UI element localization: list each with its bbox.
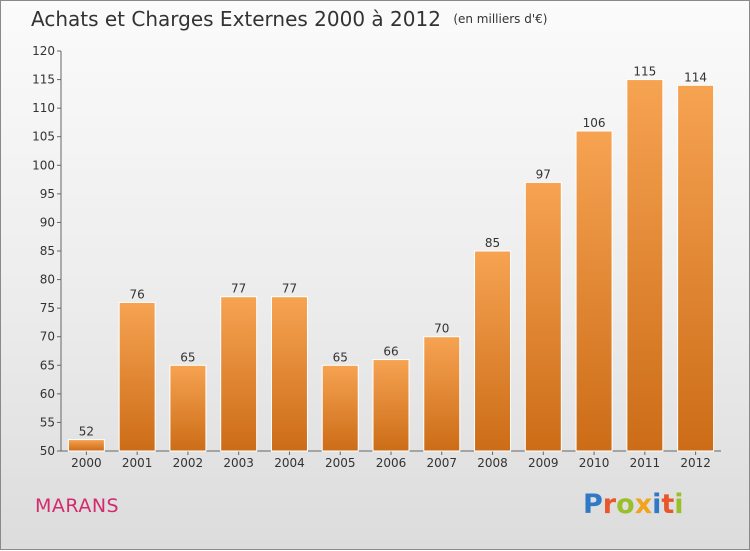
x-tick-label: 2011 bbox=[630, 456, 661, 470]
bar-2011 bbox=[626, 79, 664, 452]
bar-2010 bbox=[575, 130, 613, 452]
x-tick-label: 2009 bbox=[528, 456, 559, 470]
bar-2003 bbox=[220, 296, 258, 452]
x-tick-label: 2000 bbox=[71, 456, 102, 470]
y-tick-label: 50 bbox=[40, 444, 55, 458]
data-label: 77 bbox=[231, 282, 246, 296]
x-tick-label: 2004 bbox=[274, 456, 305, 470]
data-label: 70 bbox=[434, 322, 449, 336]
y-tick-label: 80 bbox=[40, 273, 55, 287]
bar-2009 bbox=[524, 181, 562, 452]
data-label: 76 bbox=[130, 287, 145, 301]
y-tick-label: 55 bbox=[40, 415, 55, 429]
bar-2006 bbox=[372, 359, 410, 452]
y-tick-label: 120 bbox=[32, 44, 55, 58]
bar-2000 bbox=[67, 439, 105, 452]
x-tick-label: 2006 bbox=[376, 456, 407, 470]
logo-letter: t bbox=[661, 489, 675, 520]
data-label: 97 bbox=[536, 167, 551, 181]
data-label: 115 bbox=[633, 65, 656, 79]
logo-letter: i bbox=[652, 489, 662, 520]
x-tick-label: 2007 bbox=[426, 456, 457, 470]
bar-2007 bbox=[423, 336, 461, 452]
data-label: 52 bbox=[79, 425, 94, 439]
y-tick-label: 95 bbox=[40, 187, 55, 201]
logo-letter: P bbox=[583, 489, 603, 520]
x-tick-label: 2005 bbox=[325, 456, 356, 470]
y-tick-label: 75 bbox=[40, 301, 55, 315]
bar-2005 bbox=[321, 364, 359, 452]
data-label: 85 bbox=[485, 236, 500, 250]
bar-2002 bbox=[169, 364, 207, 452]
y-tick-label: 100 bbox=[32, 158, 55, 172]
data-label: 65 bbox=[333, 350, 348, 364]
y-tick-label: 110 bbox=[32, 101, 55, 115]
proxiti-logo: Proxiti bbox=[583, 489, 684, 520]
x-tick-label: 2001 bbox=[122, 456, 153, 470]
bar-2004 bbox=[270, 296, 308, 452]
chart-title-text: Achats et Charges Externes 2000 à 2012 bbox=[31, 7, 441, 31]
y-tick-label: 115 bbox=[32, 73, 55, 87]
data-labels-group: 52 76 65 77 77 65 66 70 85 97 106 115 114 bbox=[79, 65, 707, 439]
y-tick-label: 90 bbox=[40, 215, 55, 229]
logo-letter: r bbox=[602, 489, 617, 520]
y-axis: 50 55 60 65 70 75 80 85 90 95 100 105 110 115 120 bbox=[32, 44, 62, 458]
y-tick-label: 105 bbox=[32, 130, 55, 144]
x-axis: 2000 2001 2002 2003 2004 2005 2006 2007 2008 2009… bbox=[61, 450, 721, 470]
bars-group bbox=[67, 79, 715, 452]
y-tick-label: 65 bbox=[40, 358, 55, 372]
x-tick-label: 2002 bbox=[173, 456, 204, 470]
y-tick-label: 70 bbox=[40, 330, 55, 344]
logo-letter: x bbox=[634, 489, 653, 520]
y-tick-label: 85 bbox=[40, 244, 55, 258]
bar-2008 bbox=[474, 250, 512, 452]
x-tick-label: 2010 bbox=[579, 456, 610, 470]
data-label: 106 bbox=[583, 116, 606, 130]
data-label: 77 bbox=[282, 282, 297, 296]
x-tick-label: 2003 bbox=[223, 456, 254, 470]
y-tick-label: 60 bbox=[40, 387, 55, 401]
chart-title: Achats et Charges Externes 2000 à 2012 (… bbox=[31, 7, 547, 31]
bar-2001 bbox=[118, 301, 156, 452]
data-label: 66 bbox=[383, 345, 398, 359]
chart-unit: (en milliers d'€) bbox=[453, 12, 548, 26]
bar-2012 bbox=[677, 84, 715, 452]
data-label: 114 bbox=[684, 70, 707, 84]
logo-letter: o bbox=[616, 489, 635, 520]
x-tick-label: 2012 bbox=[680, 456, 711, 470]
logo-letter: i bbox=[674, 489, 684, 520]
x-tick-label: 2008 bbox=[477, 456, 508, 470]
data-label: 65 bbox=[180, 350, 195, 364]
place-name: MARANS bbox=[35, 495, 120, 517]
